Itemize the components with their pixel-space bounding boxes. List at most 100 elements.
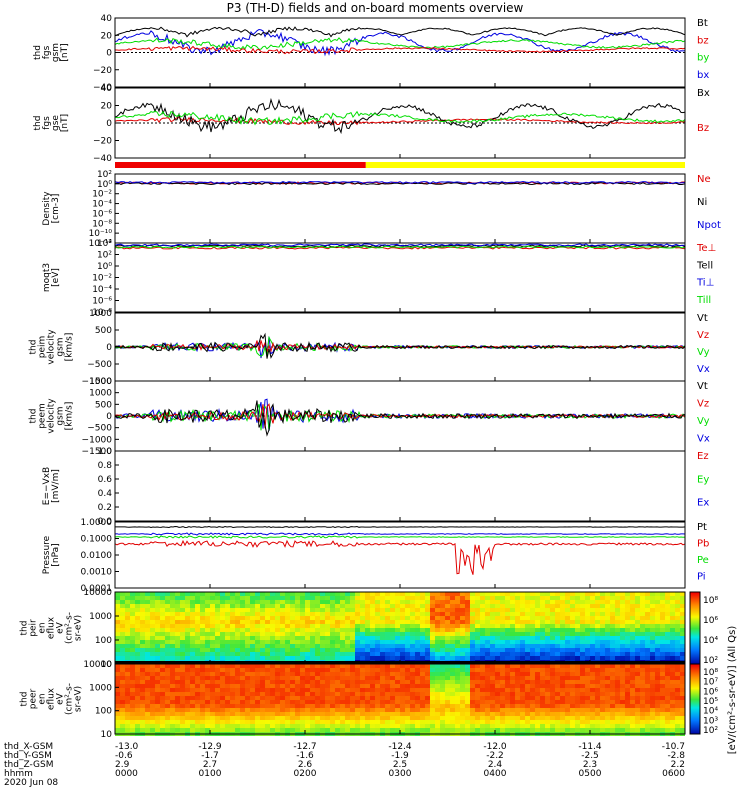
spectrogram-cell [455,680,460,684]
spectrogram-cell [200,720,205,724]
spectrogram-cell [680,608,685,612]
spectrogram-cell [595,612,600,616]
spectrogram-cell [250,720,255,724]
spectrogram-cell [565,704,570,708]
spectrogram-cell [555,624,560,628]
spectrogram-cell [385,600,390,604]
spectrogram-cell [510,652,515,656]
spectrogram-cell [665,716,670,720]
spectrogram-cell [330,716,335,720]
spectrogram-cell [455,652,460,656]
spectrogram-cell [385,644,390,648]
spectrogram-cell [365,676,370,680]
spectrogram-cell [460,596,465,600]
mode-bar-yellow [365,162,685,168]
spectrogram-cell [270,632,275,636]
spectrogram-cell [210,720,215,724]
spectrogram-cell [660,680,665,684]
spectrogram-cell [395,728,400,732]
spectrogram-cell [655,680,660,684]
spectrogram-cell [240,684,245,688]
spectrogram-cell [175,640,180,644]
spectrogram-cell [270,724,275,728]
spectrogram-cell [670,728,675,732]
spectrogram-cell [125,728,130,732]
spectrogram-cell [225,712,230,716]
spectrogram-cell [555,604,560,608]
spectrogram-cell [420,608,425,612]
spectrogram-cell [370,620,375,624]
spectrogram-cell [555,664,560,668]
spectrogram-cell [610,620,615,624]
spectrogram-cell [455,724,460,728]
spectrogram-cell [390,716,395,720]
spectrogram-cell [625,628,630,632]
spectrogram-cell [490,656,495,660]
spectrogram-cell [210,592,215,596]
spectrogram-cell [310,700,315,704]
spectrogram-cell [655,636,660,640]
colorbar-stripe [690,601,700,602]
spectrogram-cell [675,620,680,624]
spectrogram-cell [465,600,470,604]
spectrogram-cell [575,636,580,640]
spectrogram-cell [510,704,515,708]
spectrogram-cell [305,596,310,600]
spectrogram-cell [225,688,230,692]
y-tick-label: 1000 [89,389,112,399]
spectrogram-cell [235,708,240,712]
spectrogram-cell [150,724,155,728]
spectrogram-cell [145,596,150,600]
spectrogram-cell [555,632,560,636]
spectrogram-cell [450,644,455,648]
spectrogram-cell [655,700,660,704]
spectrogram-cell [120,680,125,684]
spectrogram-cell [220,612,225,616]
spectrogram-cell [675,604,680,608]
spectrogram-cell [665,700,670,704]
spectrogram-cell [375,692,380,696]
spectrogram-cell [335,628,340,632]
spectrogram-cell [470,592,475,596]
spectrogram-cell [665,648,670,652]
spectrogram-cell [250,700,255,704]
spectrogram-cell [205,648,210,652]
spectrogram-cell [530,720,535,724]
spectrogram-cell [660,672,665,676]
spectrogram-cell [165,728,170,732]
spectrogram-cell [165,712,170,716]
spectrogram-cell [520,656,525,660]
spectrogram-cell [230,684,235,688]
spectrogram-cell [355,608,360,612]
spectrogram-cell [605,656,610,660]
spectrogram-cell [525,612,530,616]
spectrogram-cell [410,716,415,720]
spectrogram-cell [480,628,485,632]
spectrogram-cell [620,692,625,696]
spectrogram-cell [655,708,660,712]
spectrogram-cell [115,688,120,692]
spectrogram-cell [495,640,500,644]
spectrogram-cell [565,680,570,684]
spectrogram-cell [430,628,435,632]
spectrogram-cell [555,716,560,720]
spectrogram-cell [565,720,570,724]
spectrogram-cell [295,596,300,600]
spectrogram-cell [515,672,520,676]
spectrogram-cell [635,704,640,708]
spectrogram-cell [490,612,495,616]
spectrogram-cell [355,656,360,660]
spectrogram-cell [265,700,270,704]
spectrogram-cell [395,624,400,628]
y-tick-label: 10⁰ [97,262,112,272]
spectrogram-cell [395,720,400,724]
spectrogram-cell [440,684,445,688]
spectrogram-cell [435,600,440,604]
spectrogram-cell [550,716,555,720]
spectrogram-cell [575,652,580,656]
spectrogram-cell [645,636,650,640]
spectrogram-cell [380,664,385,668]
spectrogram-cell [335,680,340,684]
spectrogram-cell [670,704,675,708]
spectrogram-cell [190,728,195,732]
